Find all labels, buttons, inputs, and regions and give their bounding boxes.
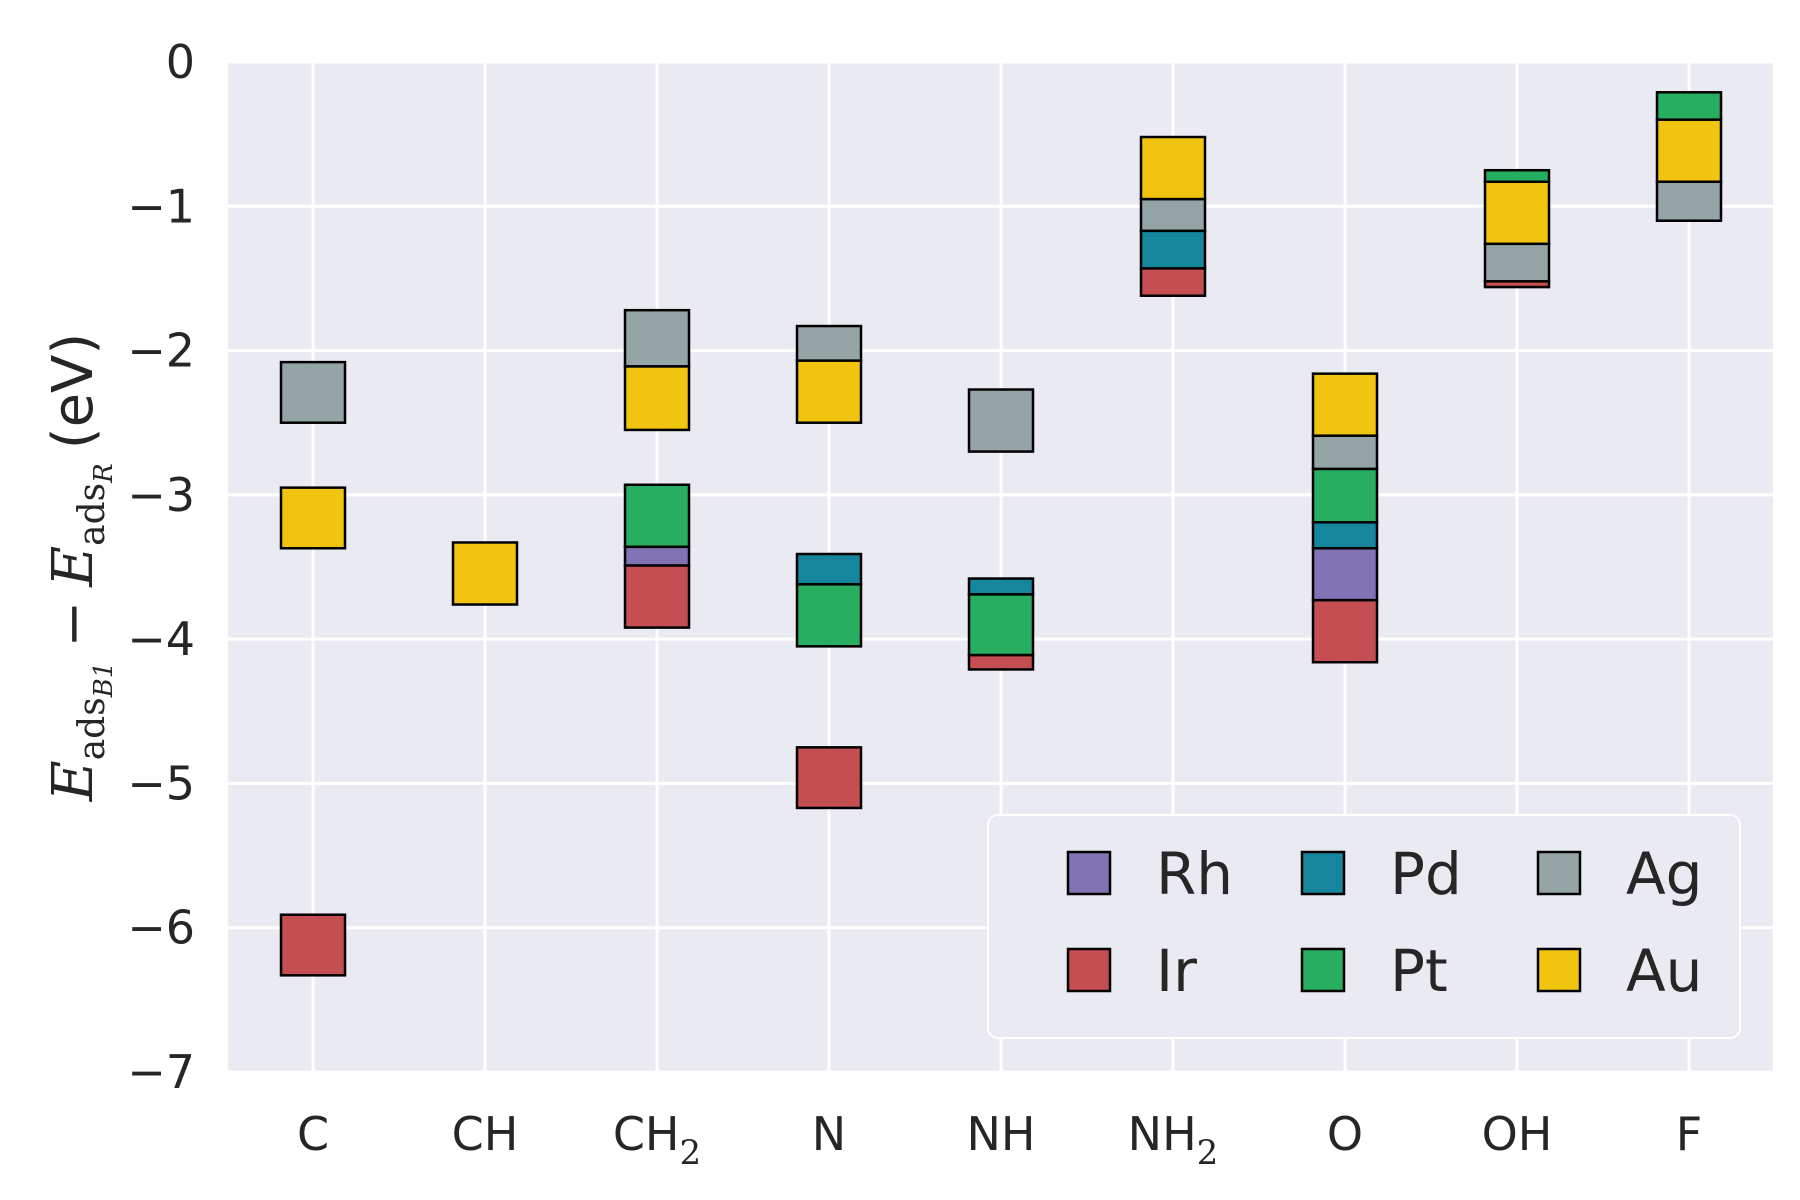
legend-item-ir: Ir [1066,937,1197,1005]
legend-label: Au [1626,937,1702,1005]
x-tick-label: CH [452,1107,519,1161]
y-axis-label: EadsB1−EadsR(eV) [41,333,119,802]
legend-swatch [1066,850,1112,896]
bar-segment-ag [623,308,691,368]
bar-segment-pd [795,552,863,586]
bar-segment-au [1655,118,1723,184]
y-label-sub4: R [89,463,119,484]
legend-item-pd: Pd [1300,840,1462,908]
bar-segment-rh [623,545,691,567]
bar-segment-ir [623,564,691,629]
bar-segment-ag [1655,180,1723,222]
x-tick-label: NH [967,1107,1036,1161]
y-label-sub3: ads [72,483,113,546]
bar-segment-pd [1311,521,1379,550]
x-tick-labels: C CH CH2 N NH NH2 O OH F [297,1107,1702,1173]
y-tick-label: −3 [127,468,195,522]
bar-segment-pt [623,483,691,549]
y-tick-label: −4 [127,612,195,666]
svg-text:EadsB1−EadsR(eV): EadsB1−EadsR(eV) [41,333,119,802]
y-tick-label: −7 [127,1045,195,1099]
legend-swatch [1300,947,1346,993]
bar-segment-au [623,365,691,432]
x-tick-label: CH2 [613,1107,701,1173]
bar-segment-pt [967,593,1035,657]
bar-segment-ir [967,653,1035,671]
legend-label: Pd [1390,840,1462,908]
bar-segment-ag [1311,434,1379,471]
y-label-sub1: ads [72,697,113,760]
bar-segment-au [279,486,347,550]
x-tick-label: NH2 [1128,1107,1219,1173]
bar-segment-pt [1655,91,1723,121]
y-tick-label: −1 [127,179,195,233]
bar-segment-ir [279,913,347,977]
bar-segment-pt [1311,467,1379,524]
y-tick-label: −2 [127,324,195,378]
y-label-minus: − [41,601,106,648]
legend-item-pt: Pt [1300,937,1448,1005]
legend-swatch [1300,850,1346,896]
y-label-main: E [41,760,106,802]
bar-segment-rh [1311,546,1379,602]
legend-item-rh: Rh [1066,840,1233,908]
y-label-sub2: B1 [89,662,119,699]
bar-segment-au [1311,372,1379,437]
legend-swatch [1536,947,1582,993]
y-tick-labels: 0 −1 −2 −3 −4 −5 −6 −7 [127,35,195,1099]
y-tick-label: −5 [127,756,195,810]
x-tick-label: F [1676,1107,1702,1161]
y-tick-label: −6 [127,901,195,955]
legend-swatch [1066,947,1112,993]
legend-label: Ag [1626,840,1703,908]
x-tick-label: OH [1482,1107,1553,1161]
y-tick-label: 0 [166,35,195,89]
bars [279,91,1723,977]
legend-label: Rh [1156,840,1233,908]
bar-segment-au [1139,135,1207,201]
x-tick-label: C [297,1107,329,1161]
legend-swatch [1536,850,1582,896]
legend: Rh Pd Ag Ir Pt Au [987,814,1741,1039]
bar-segment-ir [1139,267,1207,297]
x-tick-label: O [1327,1107,1363,1161]
x-tick-label: N [812,1107,846,1161]
bar-segment-au [1483,180,1551,246]
bar-segment-ag [1483,242,1551,283]
legend-label: Pt [1390,937,1448,1005]
bar-segment-ir [1311,598,1379,664]
bar-segment-ag [1139,197,1207,233]
bar-segment-ag [279,360,347,424]
bar-segment-pt [795,583,863,648]
bar-segment-ag [795,324,863,362]
bar-segment-pd [1139,229,1207,270]
bar-segment-pt [1483,168,1551,184]
y-label-main2: E [41,546,106,588]
legend-label: Ir [1156,937,1197,1005]
bar-segment-ir [795,746,863,810]
legend-item-au: Au [1536,937,1702,1005]
bar-segment-pd [967,577,1035,596]
legend-item-ag: Ag [1536,840,1703,908]
bar-segment-ag [967,388,1035,453]
y-label-unit: (eV) [41,333,106,449]
bar-segment-au [795,359,863,424]
bar-segment-au [451,541,519,606]
